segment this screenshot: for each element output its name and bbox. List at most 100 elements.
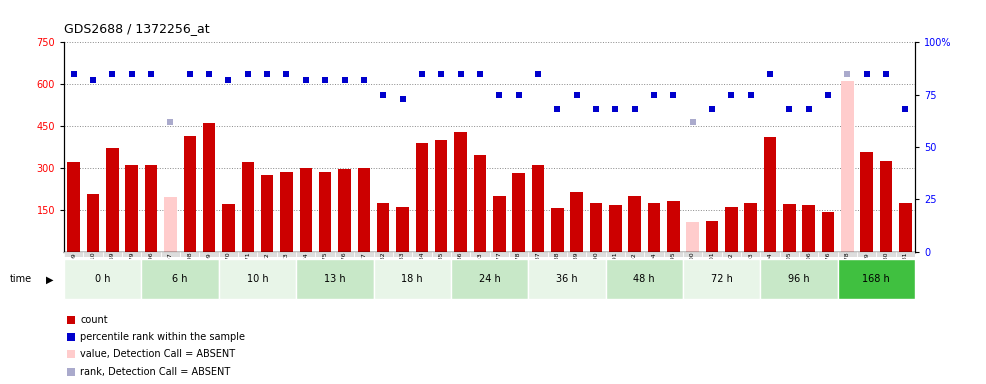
Point — [356, 77, 372, 83]
Text: GSM114886: GSM114886 — [458, 252, 463, 289]
Text: GSM114901: GSM114901 — [710, 252, 715, 290]
Bar — [432, 252, 451, 257]
Bar — [683, 252, 702, 257]
Point — [742, 91, 758, 98]
Text: GSM114898: GSM114898 — [187, 252, 192, 290]
Bar — [551, 208, 564, 252]
Bar — [493, 196, 506, 252]
Text: GSM114903: GSM114903 — [748, 252, 753, 290]
Point — [607, 106, 623, 112]
Text: 168 h: 168 h — [863, 274, 890, 285]
Bar — [725, 207, 738, 252]
Point — [491, 91, 507, 98]
Text: 96 h: 96 h — [788, 274, 810, 285]
Point — [569, 91, 585, 98]
Bar — [257, 252, 277, 257]
Bar — [87, 194, 100, 252]
Point — [820, 91, 836, 98]
Text: GSM114894: GSM114894 — [652, 252, 657, 290]
Bar — [473, 155, 486, 252]
Point — [801, 106, 816, 112]
Text: 18 h: 18 h — [401, 274, 423, 285]
Bar — [67, 162, 80, 252]
Text: GSM115077: GSM115077 — [497, 252, 502, 290]
Bar — [528, 260, 605, 299]
Text: GSM114905: GSM114905 — [787, 252, 792, 290]
Text: GSM115079: GSM115079 — [129, 252, 134, 290]
Text: GSM114883: GSM114883 — [400, 252, 405, 290]
Bar — [590, 203, 602, 252]
Text: GSM114881: GSM114881 — [903, 252, 908, 289]
Point — [63, 316, 79, 323]
Bar — [374, 252, 392, 257]
Bar — [587, 252, 605, 257]
Text: 6 h: 6 h — [173, 274, 188, 285]
Text: rank, Detection Call = ABSENT: rank, Detection Call = ABSENT — [81, 366, 231, 377]
Point — [163, 119, 178, 125]
Bar — [161, 252, 180, 257]
Bar — [316, 252, 335, 257]
Bar — [183, 136, 196, 252]
Text: GSM114896: GSM114896 — [149, 252, 154, 290]
Bar — [415, 143, 428, 252]
Point — [453, 71, 468, 77]
Point — [124, 71, 140, 77]
Bar — [605, 260, 683, 299]
Bar — [141, 252, 161, 257]
Bar — [64, 260, 141, 299]
Bar — [412, 252, 432, 257]
Bar — [841, 81, 854, 252]
Text: GSM114889: GSM114889 — [574, 252, 579, 290]
Point — [181, 71, 197, 77]
Bar — [219, 260, 296, 299]
Point — [376, 91, 391, 98]
Bar — [141, 260, 219, 299]
Text: time: time — [10, 274, 32, 285]
Bar — [392, 252, 412, 257]
Bar — [722, 252, 740, 257]
Point — [85, 77, 101, 83]
Point — [394, 96, 410, 102]
Text: GSM114899: GSM114899 — [207, 252, 212, 290]
Text: value, Detection Call = ABSENT: value, Detection Call = ABSENT — [81, 349, 236, 359]
Bar — [199, 252, 219, 257]
Bar — [899, 203, 912, 252]
Text: GSM114875: GSM114875 — [322, 252, 327, 290]
Point — [279, 71, 295, 77]
Bar — [374, 260, 451, 299]
Point — [472, 71, 488, 77]
Point — [704, 106, 720, 112]
Text: 24 h: 24 h — [478, 274, 501, 285]
Point — [859, 71, 875, 77]
Text: GSM114892: GSM114892 — [632, 252, 637, 290]
Bar — [145, 165, 158, 252]
Bar — [296, 260, 374, 299]
Point — [433, 71, 449, 77]
Text: GSM114871: GSM114871 — [246, 252, 250, 290]
Point — [897, 106, 913, 112]
Point — [143, 71, 159, 77]
Point — [221, 77, 237, 83]
Point — [646, 91, 662, 98]
Bar — [803, 205, 814, 252]
Bar — [222, 204, 235, 252]
Bar — [338, 169, 351, 252]
Bar — [780, 252, 799, 257]
Text: GSM114877: GSM114877 — [361, 252, 367, 290]
Bar — [683, 260, 760, 299]
Text: GSM114874: GSM114874 — [304, 252, 309, 290]
Bar — [609, 205, 621, 252]
Bar — [644, 252, 664, 257]
Bar — [261, 175, 273, 252]
Point — [627, 106, 643, 112]
Bar — [702, 252, 722, 257]
Bar — [451, 252, 470, 257]
Bar — [744, 203, 757, 252]
Bar — [455, 132, 466, 252]
Bar — [296, 252, 316, 257]
Text: GSM114870: GSM114870 — [226, 252, 231, 290]
Point — [336, 77, 352, 83]
Text: GSM114906: GSM114906 — [807, 252, 811, 290]
Point — [511, 91, 527, 98]
Bar — [396, 207, 409, 252]
